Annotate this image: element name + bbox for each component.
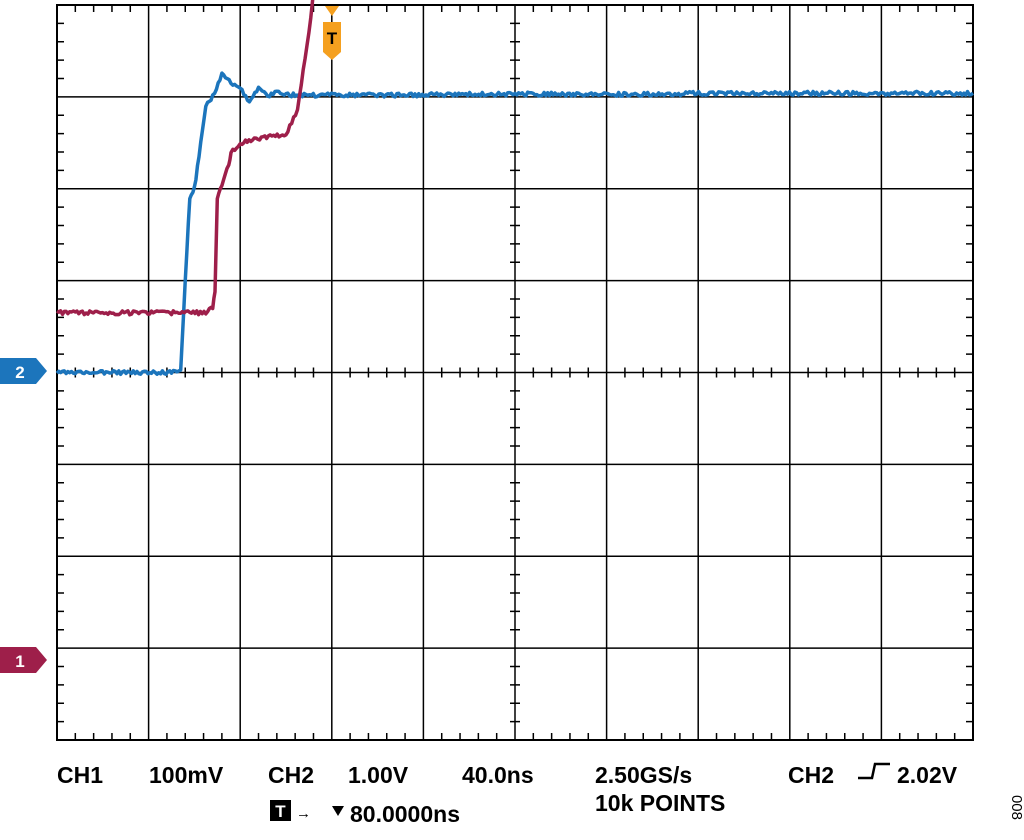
ch2-trace [55,71,975,377]
ch2-ground-arrow-icon [0,358,47,384]
rising-edge-icon [858,762,890,780]
ch1-ground-marker: 1 [0,647,47,673]
graticule-ticks [57,5,973,740]
figure-number: 008 [1008,795,1024,820]
ch1-ground-label: 1 [15,652,24,671]
ch1-trace [56,0,315,317]
trigger-level: 2.02V [897,762,958,788]
sample-rate: 2.50GS/s [595,762,692,788]
ch1-ground-arrow-icon [0,647,47,673]
trigger-flag-icon [323,22,341,60]
right-arrow-icon: → [296,805,311,822]
timebase: 40.0ns [462,762,534,788]
ch1-label: CH1 [57,762,103,788]
ch2-scale: 1.00V [348,762,409,788]
trigger-position-arrow-icon [325,6,339,16]
status-line-1: CH1 100mV CH2 1.00V 40.0ns 2.50GS/s CH2 … [57,762,958,788]
down-triangle-icon [332,806,344,816]
traces [55,0,975,377]
trigger-source: CH2 [788,762,834,788]
ch1-scale: 100mV [149,762,224,788]
trigger-position: 80.0000ns [350,801,460,827]
trigger-marker-label: T [327,29,338,48]
record-length: 10k POINTS [595,790,725,816]
graticule-grid [57,5,973,740]
status-line-2: T → 80.0000ns 10k POINTS [270,790,725,827]
trigger-position-prefix: T [275,802,286,821]
ch2-ground-marker: 2 [0,358,47,384]
trigger-marker: T [323,6,341,60]
trigger-position-box-icon [270,800,291,821]
ch2-label: CH2 [268,762,314,788]
ch2-ground-label: 2 [15,363,24,382]
